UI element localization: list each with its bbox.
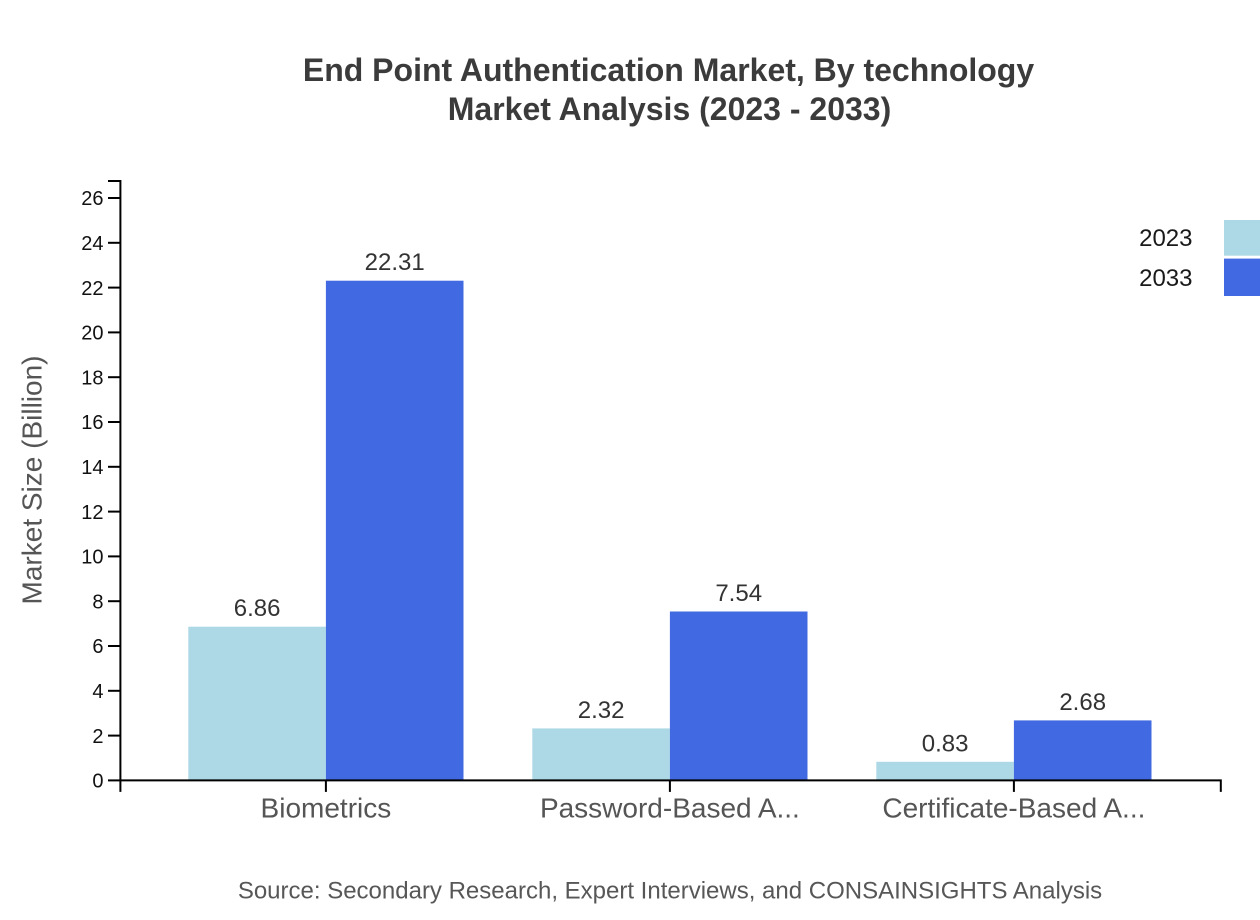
svg-text:2033: 2033 <box>1139 265 1192 292</box>
svg-text:7.54: 7.54 <box>715 580 762 607</box>
svg-text:8: 8 <box>92 591 103 613</box>
svg-text:18: 18 <box>81 367 103 389</box>
svg-text:12: 12 <box>81 502 103 524</box>
svg-text:20: 20 <box>81 323 103 345</box>
svg-text:End Point Authentication Marke: End Point Authentication Market, By tech… <box>303 52 1035 88</box>
svg-text:4: 4 <box>92 681 103 703</box>
svg-text:6.86: 6.86 <box>234 595 281 622</box>
svg-text:2: 2 <box>92 726 103 748</box>
svg-text:Password-Based A...: Password-Based A... <box>540 793 800 824</box>
svg-text:Market Size (Billion): Market Size (Billion) <box>17 356 48 605</box>
svg-text:Biometrics: Biometrics <box>261 793 392 824</box>
svg-text:2023: 2023 <box>1139 225 1192 252</box>
svg-text:22: 22 <box>81 278 103 300</box>
svg-text:0: 0 <box>92 771 103 793</box>
svg-text:16: 16 <box>81 412 103 434</box>
svg-text:14: 14 <box>81 457 103 479</box>
svg-text:22.31: 22.31 <box>365 249 425 276</box>
svg-text:26: 26 <box>81 188 103 210</box>
svg-text:2.32: 2.32 <box>578 697 625 724</box>
svg-text:Market Analysis (2023 - 2033): Market Analysis (2023 - 2033) <box>448 91 892 127</box>
svg-text:0.83: 0.83 <box>922 730 969 757</box>
svg-text:24: 24 <box>81 233 103 255</box>
svg-text:Source: Secondary Research, Ex: Source: Secondary Research, Expert Inter… <box>238 878 1102 905</box>
svg-text:2.68: 2.68 <box>1059 689 1106 716</box>
svg-text:10: 10 <box>81 547 103 569</box>
svg-text:6: 6 <box>92 636 103 658</box>
svg-text:Certificate-Based A...: Certificate-Based A... <box>882 793 1145 824</box>
